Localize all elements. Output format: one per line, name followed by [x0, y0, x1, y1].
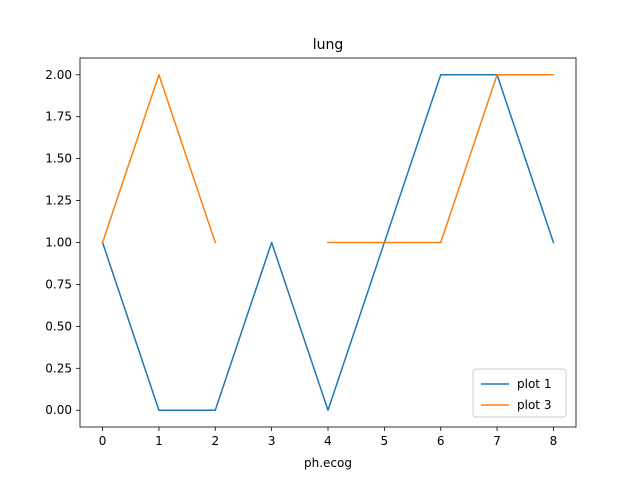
- y-tick-label: 0.00: [45, 403, 72, 417]
- y-axis: 0.00 0.25 0.50 0.75 1.00 1.25 1.50 1.75 2.00: [45, 68, 80, 417]
- x-tick-label: 4: [324, 434, 332, 448]
- chart-title: lung: [313, 37, 344, 53]
- series-line-2: [327, 74, 555, 244]
- x-tick-label: 5: [381, 434, 389, 448]
- legend-label: plot 3: [517, 398, 551, 412]
- y-tick-label: 1.75: [45, 110, 72, 124]
- x-axis-label: ph.ecog: [304, 456, 352, 470]
- series-line-2: [101, 74, 217, 244]
- legend-label: plot 1: [517, 377, 551, 391]
- series-line-1: [101, 74, 555, 411]
- y-tick-label: 0.50: [45, 319, 72, 333]
- x-tick-label: 3: [268, 434, 276, 448]
- legend: plot 1 plot 3: [472, 368, 567, 418]
- x-tick-label: 0: [99, 434, 107, 448]
- y-tick-label: 1.25: [45, 194, 72, 208]
- y-tick-label: 1.50: [45, 152, 72, 166]
- x-tick-label: 6: [437, 434, 445, 448]
- x-axis: 0 1 2 3 4 5 6 7 8: [99, 427, 558, 448]
- series-layer: [101, 74, 555, 411]
- x-tick-label: 7: [493, 434, 501, 448]
- y-tick-label: 2.00: [45, 68, 72, 82]
- y-tick-label: 0.75: [45, 277, 72, 291]
- x-tick-label: 1: [155, 434, 163, 448]
- y-tick-label: 0.25: [45, 361, 72, 375]
- x-tick-label: 2: [211, 434, 219, 448]
- y-tick-label: 1.00: [45, 236, 72, 250]
- x-tick-label: 8: [550, 434, 558, 448]
